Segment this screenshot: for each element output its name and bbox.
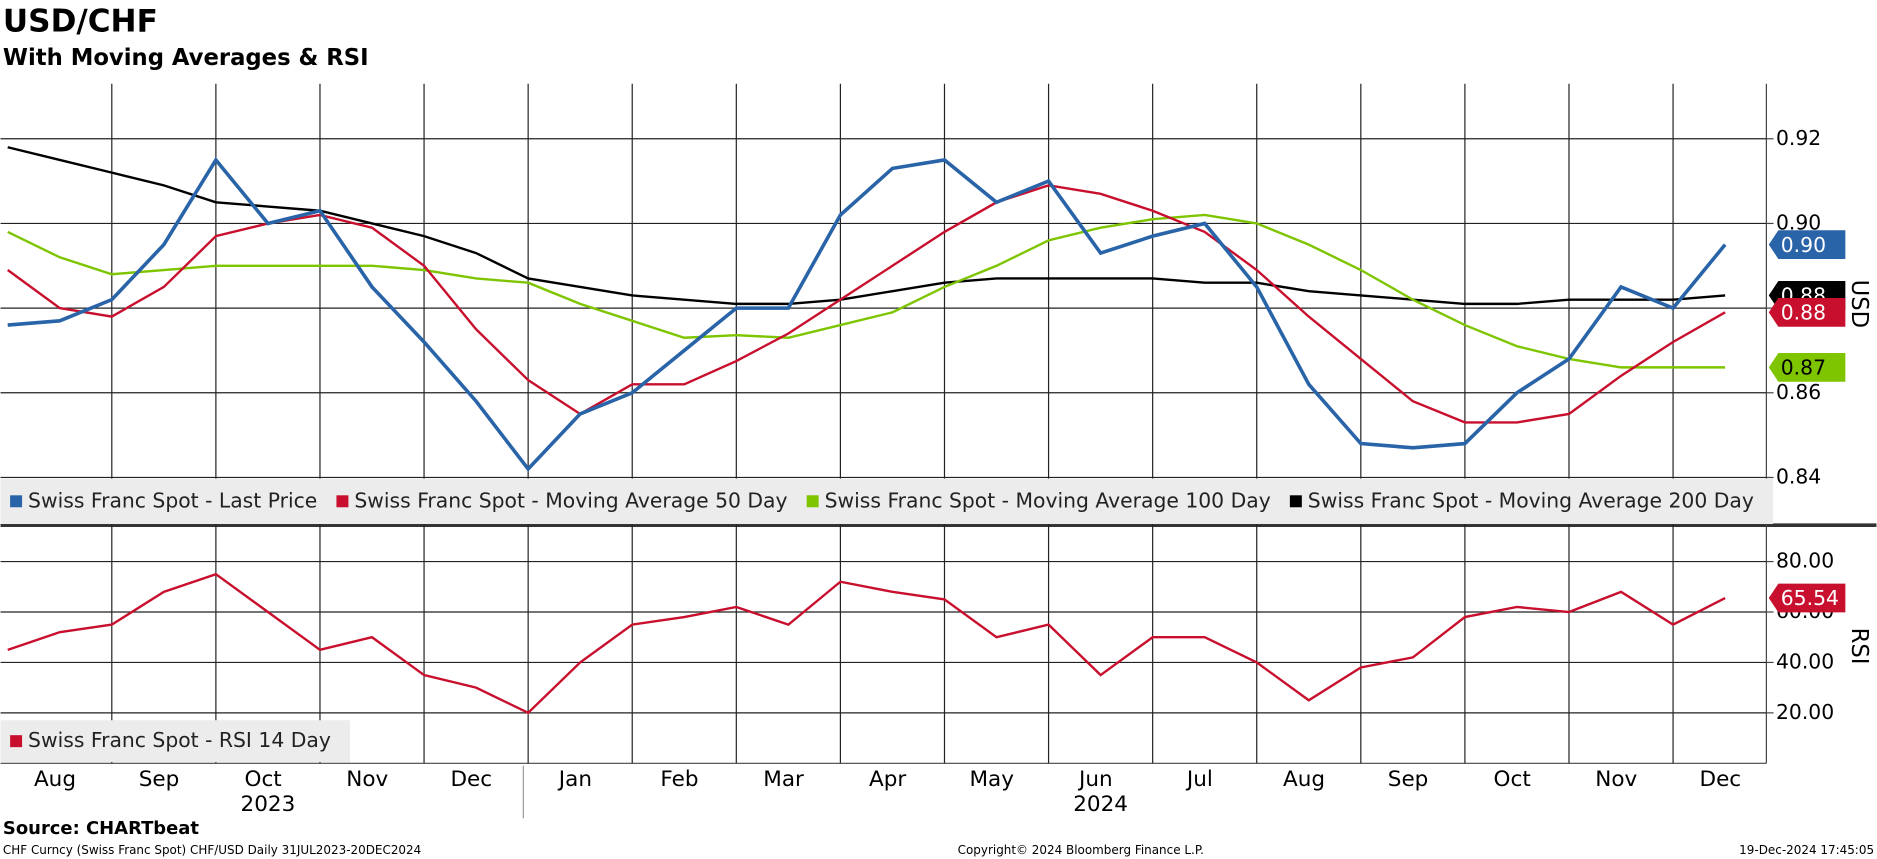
legend-label: Swiss Franc Spot - Moving Average 200 Da… [1308,488,1754,512]
legend-swatch [806,495,819,508]
year-label: 2023 [241,792,296,817]
x-tick-label: Feb [660,767,698,792]
legend-swatch [10,735,23,748]
legend-label: Swiss Franc Spot - Last Price [28,488,317,512]
x-tick-label: Dec [1700,767,1742,792]
last-value-tag [1768,583,1846,613]
y-tick-label: 0.84 [1776,464,1821,488]
series-line [7,146,1726,306]
x-tick-label: Aug [34,767,76,792]
y-tick-label: 0.92 [1776,126,1821,150]
y-axis-label: RSI [1846,628,1872,665]
x-tick-label: Aug [1283,767,1325,792]
series-line [7,184,1726,424]
last-value-label: 0.90 [1781,233,1826,257]
last-value-label: 65.54 [1781,586,1839,610]
x-tick-label: Oct [1494,767,1531,792]
x-tick-label: May [969,767,1014,792]
source: Source: CHARTbeat [3,818,199,839]
y-tick-label: 80.00 [1776,549,1834,573]
legend-label: Swiss Franc Spot - RSI 14 Day [28,728,331,752]
legend-swatch [1289,495,1302,508]
legend-box [0,720,351,763]
x-tick-label: Nov [1595,767,1637,792]
last-value-label: 0.87 [1781,356,1826,380]
year-label: 2024 [1073,792,1128,817]
x-tick-label: Jun [1077,767,1113,792]
chart-title: USD/CHF [3,4,158,40]
series-line [7,572,1726,715]
copyright: Copyright© 2024 Bloomberg Finance L.P. [958,843,1204,857]
series-line [7,156,1727,472]
x-tick-label: Apr [869,767,906,792]
legend-swatch [336,495,349,508]
timestamp: 19-Dec-2024 17:45:05 [1739,843,1874,857]
ticker-info: CHF Curncy (Swiss Franc Spot) CHF/USD Da… [3,843,421,857]
y-tick-label: 0.86 [1776,380,1821,404]
x-tick-label: Oct [245,767,282,792]
series-line [7,213,1726,369]
x-tick-label: Sep [139,767,180,792]
x-tick-label: Mar [763,767,804,792]
y-axis-label: USD [1846,280,1872,329]
chart-subtitle: With Moving Averages & RSI [3,45,369,71]
legend-label: Swiss Franc Spot - Moving Average 50 Day [354,488,787,512]
legend-label: Swiss Franc Spot - Moving Average 100 Da… [825,488,1271,512]
legend-swatch [10,495,23,508]
x-tick-label: Sep [1388,767,1429,792]
y-tick-label: 40.00 [1776,649,1834,673]
x-tick-label: Dec [450,767,492,792]
last-value-label: 0.88 [1781,301,1826,325]
last-value-tag [1768,230,1846,259]
last-value-tag [1768,297,1846,327]
x-tick-label: Nov [346,767,388,792]
legend-box [0,478,1774,525]
y-tick-label: 20.00 [1776,700,1834,724]
x-tick-label: Jul [1185,767,1213,792]
x-tick-label: Jan [557,767,592,792]
last-value-tag [1768,353,1846,382]
